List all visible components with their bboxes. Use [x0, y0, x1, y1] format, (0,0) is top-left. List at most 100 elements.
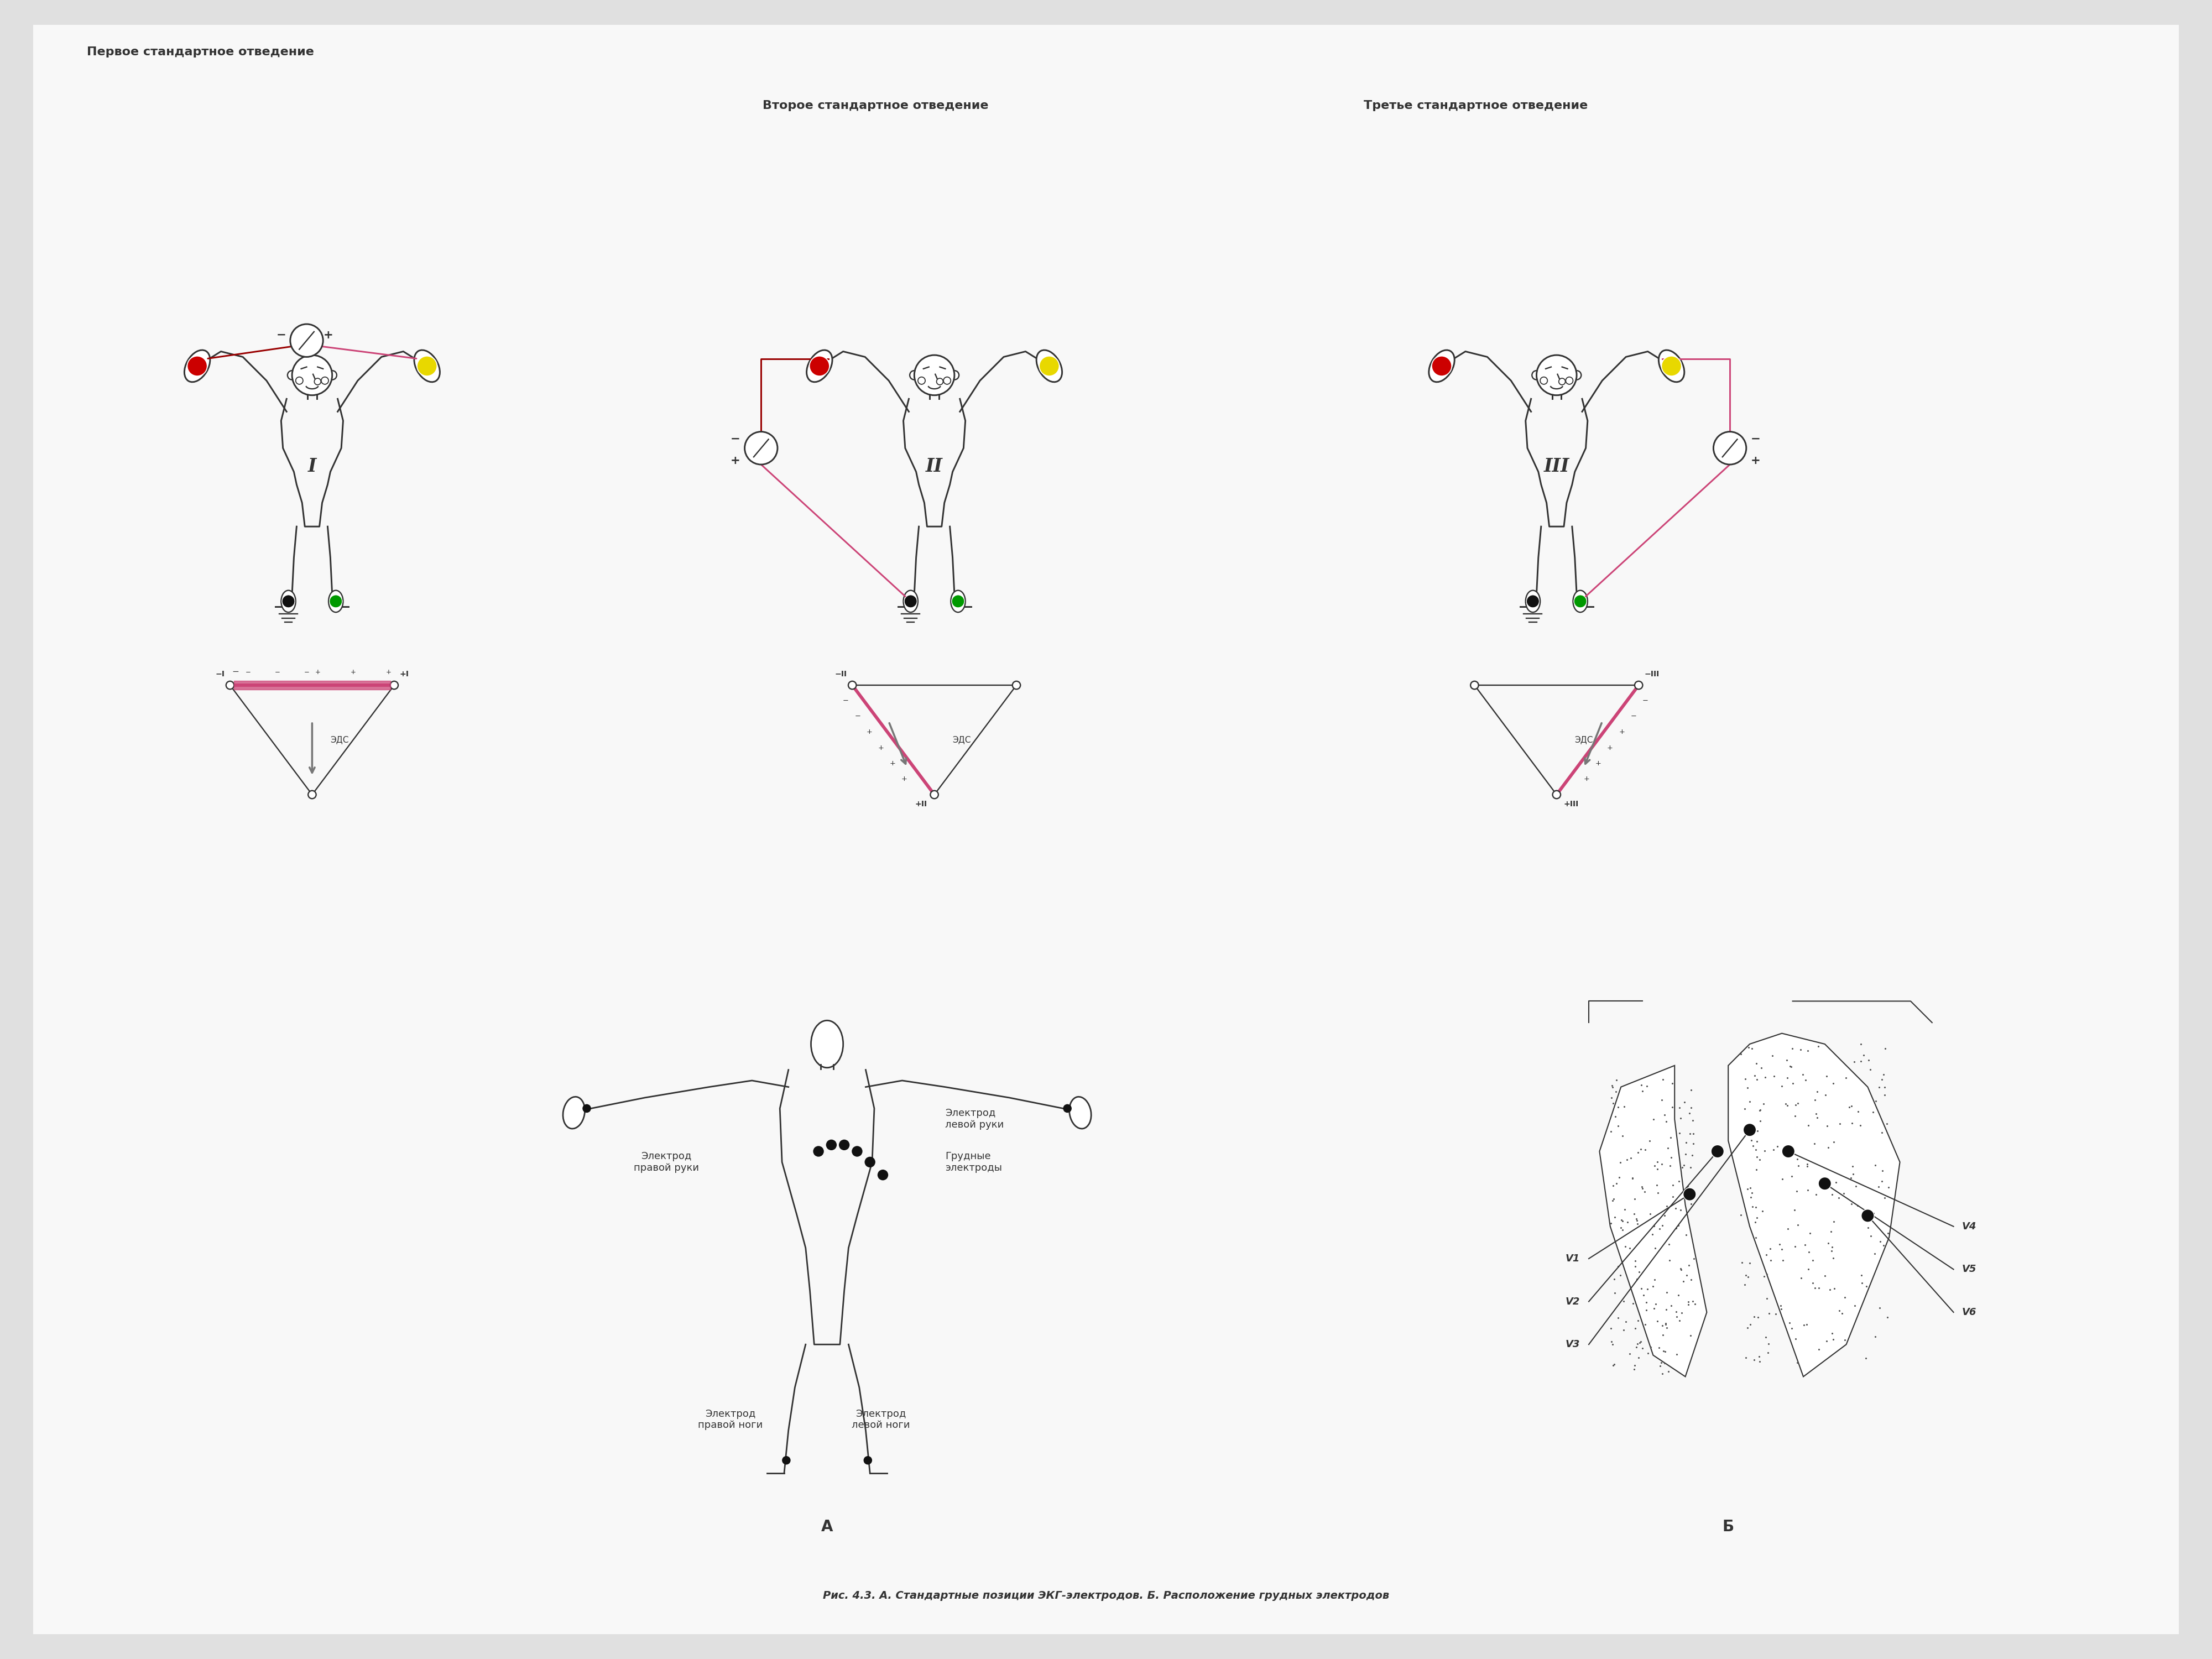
- Text: +: +: [314, 669, 321, 675]
- Text: +: +: [1619, 728, 1626, 735]
- Text: −: −: [232, 667, 239, 675]
- Circle shape: [1540, 377, 1548, 385]
- Circle shape: [327, 370, 336, 380]
- Text: А: А: [821, 1520, 834, 1535]
- Circle shape: [1683, 1188, 1697, 1201]
- Circle shape: [878, 1170, 889, 1180]
- FancyBboxPatch shape: [29, 20, 2183, 1639]
- Circle shape: [330, 596, 343, 607]
- Text: Электрод
левой руки: Электрод левой руки: [945, 1108, 1004, 1130]
- Circle shape: [1537, 355, 1577, 395]
- Text: +: +: [867, 728, 872, 735]
- Text: III: III: [1544, 458, 1571, 476]
- Polygon shape: [1728, 1034, 1900, 1377]
- Text: −: −: [854, 713, 860, 720]
- Text: −: −: [303, 669, 310, 675]
- Text: +: +: [1595, 760, 1601, 766]
- Circle shape: [914, 355, 953, 395]
- Circle shape: [389, 682, 398, 688]
- Text: Первое стандартное отведение: Первое стандартное отведение: [86, 46, 314, 58]
- Circle shape: [825, 1140, 836, 1150]
- Circle shape: [951, 596, 964, 607]
- Ellipse shape: [184, 350, 210, 382]
- Circle shape: [321, 377, 330, 385]
- Circle shape: [582, 1105, 591, 1113]
- Circle shape: [936, 378, 942, 385]
- Circle shape: [188, 357, 208, 377]
- Text: V4: V4: [1962, 1221, 1978, 1231]
- Ellipse shape: [1429, 350, 1455, 382]
- Ellipse shape: [902, 591, 918, 612]
- Text: −: −: [1750, 433, 1761, 445]
- Circle shape: [1553, 791, 1562, 798]
- Text: −III: −III: [1644, 670, 1659, 679]
- Circle shape: [945, 377, 951, 385]
- Circle shape: [814, 1146, 823, 1156]
- Circle shape: [1559, 378, 1566, 385]
- Circle shape: [1714, 431, 1745, 465]
- Text: −I: −I: [215, 670, 226, 679]
- Circle shape: [296, 377, 303, 385]
- Text: V6: V6: [1962, 1307, 1978, 1317]
- Circle shape: [852, 1146, 863, 1156]
- Text: V1: V1: [1566, 1254, 1579, 1264]
- Text: −II: −II: [834, 670, 847, 679]
- Circle shape: [863, 1457, 872, 1465]
- Circle shape: [847, 682, 856, 688]
- Circle shape: [1526, 596, 1540, 607]
- Circle shape: [1575, 596, 1586, 607]
- Circle shape: [1661, 357, 1681, 377]
- Text: +: +: [1606, 745, 1613, 752]
- Circle shape: [1064, 1105, 1071, 1113]
- Ellipse shape: [1068, 1097, 1091, 1128]
- Circle shape: [918, 377, 925, 385]
- Ellipse shape: [1573, 591, 1588, 612]
- Text: −: −: [276, 330, 285, 340]
- Text: +II: +II: [916, 800, 927, 808]
- Circle shape: [1040, 357, 1060, 377]
- Circle shape: [1533, 370, 1542, 380]
- Circle shape: [314, 378, 321, 385]
- Circle shape: [1783, 1145, 1794, 1158]
- Circle shape: [281, 596, 294, 607]
- Circle shape: [290, 324, 323, 357]
- Circle shape: [810, 357, 830, 377]
- Text: ЭДС: ЭДС: [1575, 737, 1593, 745]
- Text: +: +: [889, 760, 896, 766]
- Text: Грудные
электроды: Грудные электроды: [945, 1151, 1002, 1173]
- Text: Б: Б: [1723, 1520, 1734, 1535]
- Circle shape: [1860, 1209, 1874, 1223]
- Text: +: +: [323, 330, 334, 340]
- Text: V5: V5: [1962, 1264, 1978, 1274]
- Circle shape: [838, 1140, 849, 1150]
- Circle shape: [1635, 682, 1644, 688]
- Text: +: +: [900, 775, 907, 783]
- Circle shape: [909, 370, 918, 380]
- Ellipse shape: [812, 1020, 843, 1068]
- Circle shape: [1818, 1178, 1832, 1190]
- Circle shape: [292, 355, 332, 395]
- Circle shape: [783, 1457, 790, 1465]
- Text: +: +: [1750, 455, 1761, 466]
- Text: +: +: [349, 669, 356, 675]
- Circle shape: [949, 370, 960, 380]
- Text: Второе стандартное отведение: Второе стандартное отведение: [763, 100, 989, 111]
- Text: +I: +I: [400, 670, 409, 679]
- Text: ЭДС: ЭДС: [953, 737, 971, 745]
- Circle shape: [1013, 682, 1020, 688]
- Text: ЭДС: ЭДС: [330, 737, 349, 745]
- Circle shape: [1743, 1123, 1756, 1136]
- Text: Рис. 4.3. А. Стандартные позиции ЭКГ-электродов. Б. Расположение грудных электро: Рис. 4.3. А. Стандартные позиции ЭКГ-эле…: [823, 1591, 1389, 1601]
- Circle shape: [1573, 370, 1582, 380]
- Text: +: +: [385, 669, 392, 675]
- Text: I: I: [307, 458, 316, 476]
- Text: +: +: [878, 745, 885, 752]
- Circle shape: [1712, 1145, 1723, 1158]
- Text: −: −: [274, 669, 281, 675]
- Ellipse shape: [807, 350, 832, 382]
- Ellipse shape: [562, 1097, 584, 1128]
- Circle shape: [905, 596, 918, 607]
- Ellipse shape: [1659, 350, 1683, 382]
- Text: Электрод
правой ноги: Электрод правой ноги: [699, 1408, 763, 1430]
- Text: −: −: [1641, 697, 1648, 705]
